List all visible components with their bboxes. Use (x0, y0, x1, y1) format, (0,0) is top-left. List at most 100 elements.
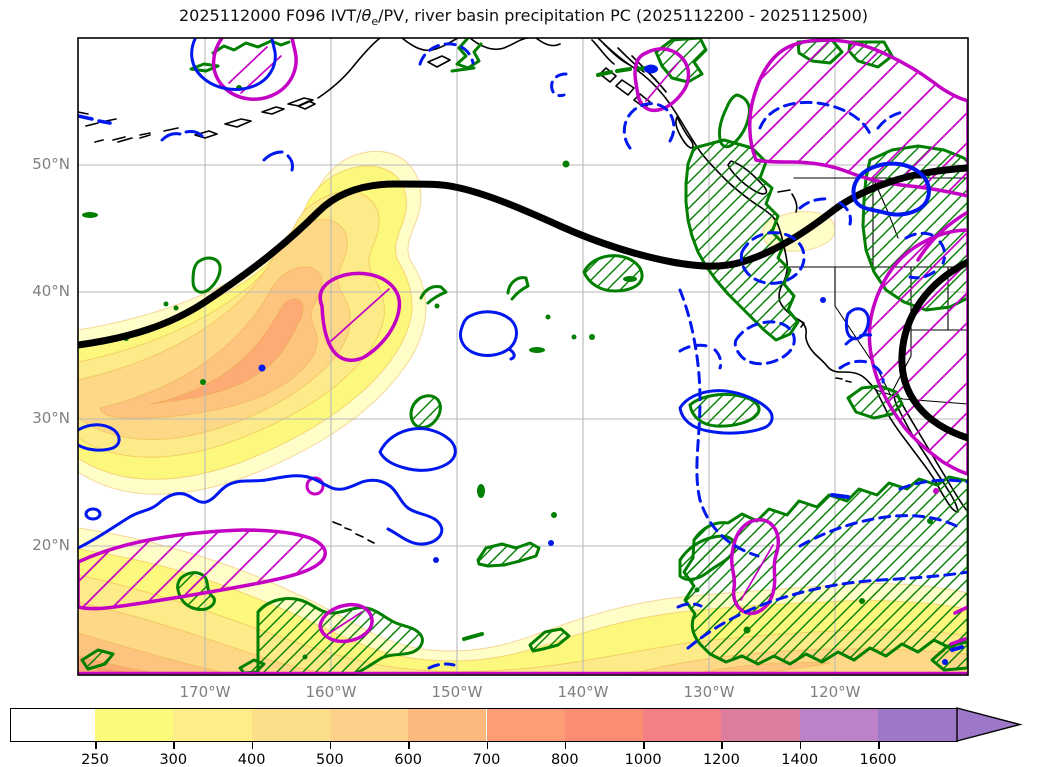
green-hatched-top (654, 38, 708, 84)
colorbar-segment (486, 708, 565, 741)
colorbar-tick (329, 741, 332, 749)
figure-title: 2025112000 F096 IVT/θe/PV, river basin p… (178, 6, 869, 29)
blue-blob-panhandle (644, 64, 658, 74)
lon-tick-170w: 170°W (179, 683, 231, 701)
colorbar-tick (486, 741, 489, 749)
colorbar-segment (173, 708, 252, 741)
magenta-top-left-circle (211, 38, 298, 101)
colorbar-tick (878, 741, 880, 749)
alaska-panhandle-bc-coast (597, 38, 877, 391)
magenta-pentagon-midleft (318, 271, 402, 362)
blue-left-edge-dashes (78, 114, 112, 125)
green-contour-midleft (191, 256, 222, 294)
green-dots (82, 85, 933, 660)
sf-bay (798, 319, 805, 328)
colorbar-tick (799, 741, 802, 749)
blue-mid-ocean-blob (458, 310, 518, 361)
green-zigzag-alaska (450, 38, 483, 73)
colorbar-tick-label: 1200 (702, 752, 740, 767)
theta-e-black-contour (78, 164, 968, 442)
colorbar-tick-label: 400 (237, 752, 266, 767)
green-hatched-flag (476, 541, 541, 568)
green-hatched-ring-midright (582, 254, 644, 293)
colorbar-segment (564, 708, 644, 741)
puget-sound (777, 189, 798, 213)
colorbar-tick (95, 741, 97, 749)
magenta-blob-hatch (740, 544, 774, 601)
green-blob-top-left (189, 62, 220, 73)
colorbar-tick-label: 1400 (781, 752, 819, 767)
colorbar-tick-label: 250 (81, 752, 109, 767)
colorbar-tick-label: 600 (394, 752, 423, 767)
theta-symbol: θ (361, 6, 372, 25)
theta-e-socal-arc (898, 258, 968, 442)
colorbar-tick-label: 300 (159, 752, 188, 767)
colorbar-tick (721, 741, 723, 749)
lon-tick-120w: 120°W (809, 683, 861, 701)
colorbar-segment (878, 708, 957, 741)
green-hatched-bottom-left (80, 648, 115, 671)
blue-washington-ring (851, 161, 931, 217)
hawaii-islands (332, 521, 375, 544)
colorbar-tick-label: 1600 (859, 752, 897, 767)
colorbar-tick-label: 800 (550, 752, 579, 767)
green-hatched-itcz (682, 475, 968, 666)
green-hatched-bc-coast (684, 138, 800, 342)
colorbar-tick-label: 1000 (624, 752, 662, 767)
theta-e-main-line (78, 164, 968, 349)
green-hatched-small-1 (409, 394, 442, 429)
theta-subscript: e (371, 15, 379, 29)
colorbar-segment (95, 708, 174, 741)
blue-blob-south-central (378, 427, 457, 472)
blue-top-left-loop (190, 38, 277, 91)
blue-left-edge-blob (78, 423, 121, 452)
green-snake-top-left (211, 39, 291, 55)
blue-aleutian-dashes (160, 130, 294, 172)
colorbar-segment (408, 708, 487, 741)
colorbar-segment (799, 708, 878, 741)
lon-tick-160w: 160°W (305, 683, 357, 701)
alaska-coast (317, 38, 561, 99)
colorbar-segment (10, 708, 95, 741)
lat-tick-30n: 30°N (32, 409, 70, 427)
magenta-small-ring (305, 476, 325, 496)
magenta-tropical-ellipse-hatch (327, 611, 363, 635)
colorbar: 250 300 400 500 600 700 800 1000 1200 1400 1600 (10, 707, 1040, 767)
magenta-panhandle-hatch (645, 62, 679, 102)
colorbar-segment (251, 708, 330, 741)
colorbar-tick-label: 500 (316, 752, 344, 767)
colorbar-tick-label: 700 (472, 752, 501, 767)
lon-tick-130w: 130°W (683, 683, 735, 701)
blue-socal-offshore-blob (678, 389, 774, 435)
bering-islands (78, 111, 151, 143)
colorbar-segment (721, 708, 800, 741)
aleutian-islands (94, 97, 316, 143)
green-hatched-south-cluster (256, 597, 424, 675)
lon-tick-150w: 150°W (431, 683, 483, 701)
lat-tick-40n: 40°N (32, 282, 70, 300)
green-hatched-in-blue-blob (688, 392, 761, 428)
blue-dots (258, 297, 948, 665)
green-dash-south (462, 632, 484, 641)
blue-wavy-subtropic (78, 474, 444, 550)
green-hook-2 (506, 276, 530, 301)
blue-pc-contours (78, 38, 968, 670)
green-pc-contours (80, 38, 968, 675)
colorbar-tick (564, 741, 567, 749)
magenta-hatched-arizona (867, 228, 968, 476)
blue-small-solid-dashes (830, 493, 964, 652)
magenta-pentagon-hatch (330, 288, 390, 342)
blue-dashed-contours (418, 42, 968, 670)
channel-islands (835, 377, 852, 383)
green-hook-1 (419, 285, 448, 305)
blue-small-ring (84, 507, 102, 521)
haida-gwaii (675, 116, 694, 149)
magenta-blob-bottom-right (729, 518, 781, 616)
colorbar-extend-arrow (956, 707, 1023, 742)
lat-tick-50n: 50°N (32, 155, 70, 173)
colorbar-segment (329, 708, 409, 741)
magenta-dot (933, 488, 939, 494)
colorbar-tick (408, 741, 410, 749)
ivt-north-plume-700 (149, 298, 304, 405)
